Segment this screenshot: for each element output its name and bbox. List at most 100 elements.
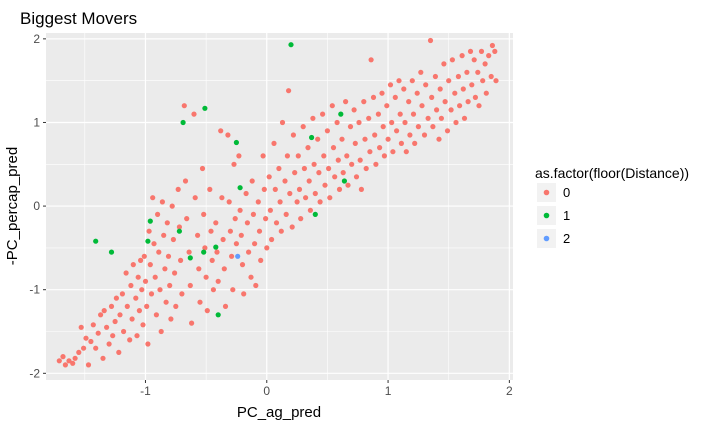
data-point-series-0 bbox=[123, 270, 129, 276]
data-point-series-0 bbox=[231, 161, 237, 167]
data-point-series-1 bbox=[176, 228, 182, 234]
data-point-series-0 bbox=[446, 78, 452, 84]
data-point-series-0 bbox=[110, 333, 116, 339]
data-point-series-0 bbox=[159, 199, 165, 205]
data-point-series-0 bbox=[345, 182, 351, 188]
data-point-series-0 bbox=[221, 266, 227, 272]
data-point-series-1 bbox=[180, 119, 186, 126]
y-tick-label: -1 bbox=[29, 283, 40, 297]
data-point-series-0 bbox=[163, 299, 169, 305]
data-point-series-0 bbox=[356, 119, 362, 126]
data-point-series-0 bbox=[246, 249, 252, 255]
data-point-series-0 bbox=[263, 216, 269, 222]
data-point-series-0 bbox=[372, 132, 378, 138]
data-point-series-0 bbox=[264, 245, 270, 251]
data-point-series-0 bbox=[124, 303, 130, 309]
data-point-series-0 bbox=[438, 115, 444, 121]
data-point-series-0 bbox=[287, 190, 293, 197]
data-point-series-0 bbox=[306, 178, 312, 184]
data-point-series-0 bbox=[324, 128, 330, 134]
data-point-series-0 bbox=[98, 312, 104, 318]
y-tick-label: 1 bbox=[33, 115, 40, 129]
data-point-series-0 bbox=[133, 295, 139, 301]
data-point-series-0 bbox=[249, 178, 255, 184]
data-point-series-0 bbox=[90, 322, 96, 328]
data-point-series-1 bbox=[108, 249, 115, 255]
data-point-series-0 bbox=[153, 312, 159, 318]
data-point-series-0 bbox=[210, 287, 216, 293]
data-point-series-0 bbox=[476, 103, 482, 109]
data-point-series-0 bbox=[327, 195, 333, 201]
data-point-series-1 bbox=[338, 111, 344, 117]
data-point-series-0 bbox=[207, 186, 213, 192]
data-point-series-0 bbox=[256, 228, 263, 234]
data-point-series-0 bbox=[219, 195, 225, 201]
data-point-series-0 bbox=[316, 170, 322, 176]
data-point-series-0 bbox=[387, 82, 394, 88]
data-point-series-0 bbox=[239, 262, 246, 268]
data-point-series-0 bbox=[179, 291, 185, 297]
data-point-series-0 bbox=[214, 249, 220, 255]
data-point-series-1 bbox=[215, 312, 221, 318]
data-point-series-0 bbox=[347, 124, 354, 130]
data-point-series-0 bbox=[88, 338, 94, 345]
y-tick-label: 0 bbox=[33, 199, 40, 213]
data-point-series-0 bbox=[290, 132, 296, 138]
data-point-series-0 bbox=[294, 199, 300, 205]
legend: as.factor(floor(Distance)) 0 1 2 bbox=[535, 165, 689, 248]
data-point-series-0 bbox=[117, 312, 123, 318]
data-point-series-0 bbox=[279, 119, 286, 126]
data-point-series-0 bbox=[409, 78, 415, 84]
data-point-series-0 bbox=[410, 111, 417, 117]
data-point-series-0 bbox=[351, 107, 357, 113]
data-point-series-0 bbox=[311, 161, 317, 167]
data-point-series-0 bbox=[389, 119, 395, 126]
data-point-series-0 bbox=[301, 165, 307, 172]
data-point-series-0 bbox=[162, 266, 168, 272]
data-point-series-0 bbox=[292, 170, 298, 176]
data-point-series-0 bbox=[469, 82, 475, 88]
data-point-series-0 bbox=[146, 228, 152, 234]
data-point-series-0 bbox=[434, 107, 440, 113]
data-point-series-0 bbox=[339, 136, 345, 142]
data-point-series-0 bbox=[167, 282, 173, 289]
data-point-series-0 bbox=[176, 224, 182, 230]
data-point-series-1 bbox=[93, 238, 99, 244]
data-point-series-0 bbox=[182, 178, 189, 184]
data-point-series-0 bbox=[397, 111, 403, 117]
y-tick-label: 2 bbox=[33, 32, 40, 46]
data-point-series-0 bbox=[157, 287, 163, 293]
data-point-series-0 bbox=[340, 170, 346, 176]
data-point-series-0 bbox=[334, 119, 340, 126]
data-point-series-0 bbox=[145, 341, 151, 347]
data-point-series-0 bbox=[358, 186, 364, 192]
data-point-series-0 bbox=[406, 99, 412, 105]
data-point-series-0 bbox=[121, 328, 127, 335]
data-point-series-0 bbox=[269, 236, 275, 243]
data-point-series-0 bbox=[215, 278, 221, 284]
data-point-series-0 bbox=[192, 195, 198, 201]
data-point-series-0 bbox=[169, 203, 175, 209]
data-point-series-0 bbox=[195, 232, 201, 238]
data-point-series-0 bbox=[66, 358, 72, 364]
data-point-series-0 bbox=[403, 149, 409, 155]
data-point-series-0 bbox=[415, 124, 421, 130]
data-point-series-0 bbox=[119, 291, 125, 297]
data-point-series-0 bbox=[209, 257, 215, 263]
x-tick-label: -1 bbox=[140, 384, 151, 398]
data-point-series-0 bbox=[158, 328, 164, 335]
data-point-series-0 bbox=[401, 86, 407, 92]
data-point-series-0 bbox=[353, 174, 360, 180]
data-point-series-0 bbox=[213, 220, 219, 226]
data-point-series-0 bbox=[423, 82, 429, 88]
data-point-series-0 bbox=[381, 153, 387, 159]
data-point-series-0 bbox=[396, 78, 402, 84]
data-point-series-0 bbox=[189, 320, 195, 326]
data-point-series-0 bbox=[489, 42, 495, 49]
data-points bbox=[56, 37, 499, 368]
x-tick-label: 0 bbox=[263, 384, 270, 398]
data-point-series-0 bbox=[250, 211, 256, 217]
data-point-series-0 bbox=[321, 153, 327, 159]
data-point-series-0 bbox=[191, 111, 197, 117]
data-point-series-0 bbox=[196, 266, 202, 272]
